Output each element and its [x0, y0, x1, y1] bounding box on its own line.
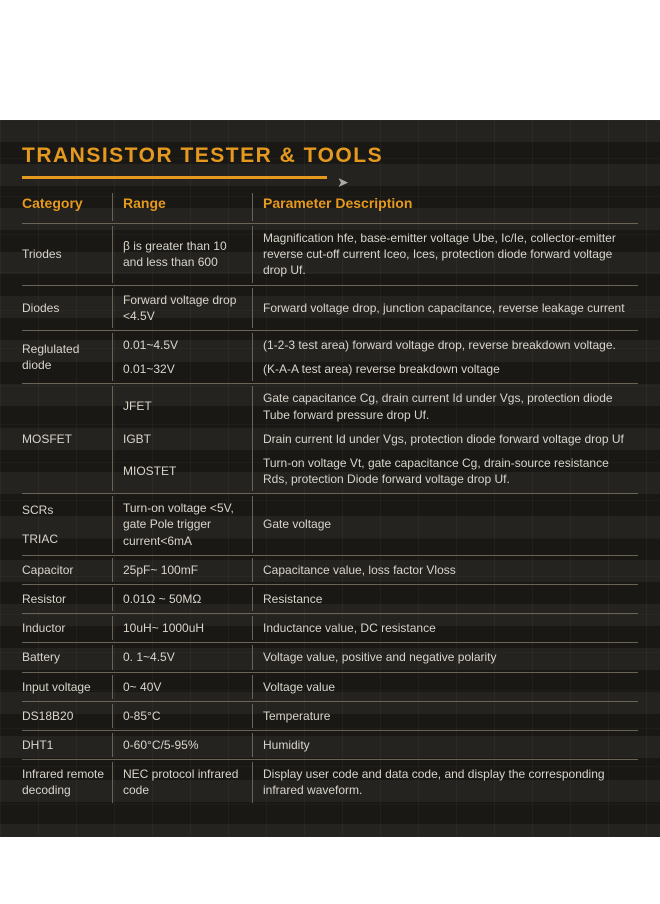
range-regdiode-2: 0.01~32V	[112, 357, 252, 381]
row-divider	[22, 730, 638, 731]
desc-bat: Voltage value, positive and negative pol…	[252, 645, 638, 669]
row-divider	[22, 613, 638, 614]
row-divider	[22, 584, 638, 585]
range-vin: 0~ 40V	[112, 675, 252, 699]
desc-diodes: Forward voltage drop, junction capacitan…	[252, 288, 638, 328]
cat-triac: TRIAC	[22, 525, 112, 553]
cat-regdiode: Reglulated diode	[22, 333, 112, 381]
range-mosfet-1: JFET	[112, 386, 252, 426]
cat-bat: Battery	[22, 645, 112, 669]
range-bat: 0. 1~4.5V	[112, 645, 252, 669]
desc-ds18: Temperature	[252, 704, 638, 728]
desc-ir: Display user code and data code, and dis…	[252, 762, 638, 802]
row-divider	[22, 223, 638, 224]
cat-cap: Capacitor	[22, 558, 112, 582]
desc-cap: Capacitance value, loss factor Vloss	[252, 558, 638, 582]
desc-mosfet-2: Drain current Id under Vgs, protection d…	[252, 427, 638, 451]
cursor-icon: ➤	[337, 174, 349, 191]
cat-ds18: DS18B20	[22, 704, 112, 728]
row-divider	[22, 555, 638, 556]
range-regdiode-1: 0.01~4.5V	[112, 333, 252, 357]
row-divider	[22, 285, 638, 286]
title-underline	[22, 176, 327, 179]
desc-regdiode-1: (1-2-3 test area) forward voltage drop, …	[252, 333, 638, 357]
row-divider	[22, 672, 638, 673]
range-diodes: Forward voltage drop <4.5V	[112, 288, 252, 328]
row-divider	[22, 330, 638, 331]
desc-triodes: Magnification hfe, base-emitter voltage …	[252, 226, 638, 283]
row-divider	[22, 759, 638, 760]
desc-mosfet-3: Turn-on voltage Vt, gate capacitance Cg,…	[252, 451, 638, 491]
cat-diodes: Diodes	[22, 288, 112, 328]
cat-triodes: Triodes	[22, 226, 112, 283]
range-mosfet-2: IGBT	[112, 427, 252, 451]
desc-scr: Gate voltage	[252, 496, 638, 553]
row-divider	[22, 383, 638, 384]
cat-vin: Input voltage	[22, 675, 112, 699]
desc-regdiode-2: (K-A-A test area) reverse breakdown volt…	[252, 357, 638, 381]
cat-res: Resistor	[22, 587, 112, 611]
range-res: 0.01Ω ~ 50MΩ	[112, 587, 252, 611]
header-range: Range	[112, 193, 252, 221]
range-triodes: β is greater than 10 and less than 600	[112, 226, 252, 283]
header-category: Category	[22, 193, 112, 221]
spec-card: TRANSISTOR TESTER & TOOLS ➤ Category Ran…	[0, 120, 660, 837]
cat-ind: Inductor	[22, 616, 112, 640]
desc-ind: Inductance value, DC resistance	[252, 616, 638, 640]
range-ir: NEC protocol infrared code	[112, 762, 252, 802]
row-divider	[22, 642, 638, 643]
card-title: TRANSISTOR TESTER & TOOLS	[22, 144, 383, 176]
range-cap: 25pF~ 100mF	[112, 558, 252, 582]
cat-scrs: SCRs	[22, 496, 112, 524]
range-ind: 10uH~ 1000uH	[112, 616, 252, 640]
row-divider	[22, 493, 638, 494]
cat-mosfet: MOSFET	[22, 386, 112, 491]
spec-table: Category Range Parameter Description Tri…	[22, 193, 638, 803]
range-scr: Turn-on voltage <5V, gate Pole trigger c…	[112, 496, 252, 553]
desc-mosfet-1: Gate capacitance Cg, drain current Id un…	[252, 386, 638, 426]
desc-dht1: Humidity	[252, 733, 638, 757]
row-divider	[22, 701, 638, 702]
desc-vin: Voltage value	[252, 675, 638, 699]
range-ds18: 0-85°C	[112, 704, 252, 728]
cat-dht1: DHT1	[22, 733, 112, 757]
header-desc: Parameter Description	[252, 193, 638, 221]
desc-res: Resistance	[252, 587, 638, 611]
cat-ir: Infrared remote decoding	[22, 762, 112, 802]
range-dht1: 0-60°C/5-95%	[112, 733, 252, 757]
range-mosfet-3: MIOSTET	[112, 451, 252, 491]
